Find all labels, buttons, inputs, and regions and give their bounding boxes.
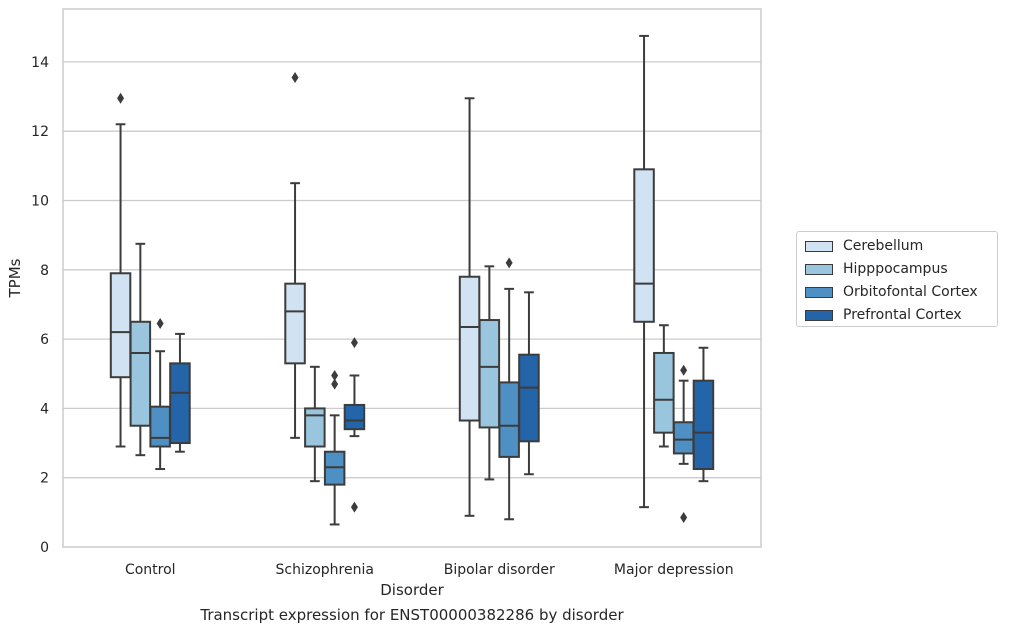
box-iqr [304, 407, 326, 448]
x-tick-label: Control [125, 562, 176, 578]
legend-swatch-prefrontal [805, 309, 833, 321]
outlier-point [331, 378, 339, 390]
box-iqr [672, 421, 695, 455]
box-iqr [284, 282, 306, 365]
box-iqr [458, 275, 481, 422]
y-axis-label: TPMs [6, 258, 24, 298]
x-tick-label: Schizophrenia [276, 562, 374, 578]
y-tick-label: 6 [40, 332, 49, 348]
box-iqr [518, 353, 540, 443]
legend-item-prefrontal: Prefrontal Cortex [805, 306, 962, 324]
box-iqr [149, 405, 171, 448]
box-iqr [343, 403, 366, 431]
legend: Cerebellum Hipppocampus Orbitofontal Cor… [796, 231, 998, 327]
legend-label-orbitofrontal: Orbitofontal Cortex [843, 284, 978, 300]
box-iqr [129, 320, 152, 427]
outlier-point [331, 369, 339, 381]
y-tick-labels: 0 2 4 6 8 10 12 14 [31, 55, 49, 556]
legend-swatch-orbitofrontal [805, 286, 833, 298]
box-iqr [478, 319, 501, 429]
outlier-point [350, 337, 358, 349]
legend-swatch-hippocampus [805, 263, 833, 275]
legend-item-orbitofrontal: Orbitofontal Cortex [805, 283, 978, 301]
y-tick-label: 4 [40, 401, 49, 417]
box-iqr [633, 168, 655, 323]
y-tick-label: 10 [31, 194, 49, 210]
legend-label-cerebellum: Cerebellum [843, 238, 924, 254]
box-iqr [692, 379, 715, 471]
legend-swatch-cerebellum [805, 240, 833, 252]
box-iqr [653, 351, 675, 434]
box-iqr [498, 381, 520, 458]
legend-item-hippocampus: Hipppocampus [805, 260, 948, 278]
outlier-point [117, 92, 125, 104]
box-iqr [109, 272, 132, 379]
outlier-point [291, 71, 299, 83]
outlier-point [505, 257, 513, 269]
x-tick-label: Bipolar disorder [444, 562, 555, 578]
outlier-point [680, 512, 688, 524]
y-tick-label: 8 [40, 263, 49, 279]
y-tick-label: 2 [40, 471, 49, 487]
x-tick-label: Major depression [614, 562, 734, 578]
figure-caption: Transcript expression for ENST0000038228… [200, 606, 624, 624]
outlier-point [156, 318, 164, 330]
y-tick-label: 14 [31, 55, 49, 71]
legend-item-cerebellum: Cerebellum [805, 237, 923, 255]
y-tick-label: 12 [31, 124, 49, 140]
x-axis-label: Disorder [380, 581, 444, 599]
outlier-point [350, 501, 358, 513]
box-groups [109, 34, 715, 526]
legend-label-hippocampus: Hipppocampus [843, 261, 948, 277]
x-tick-labels: Control Schizophrenia Bipolar disorder Majo… [125, 562, 734, 578]
legend-label-prefrontal: Prefrontal Cortex [843, 307, 962, 323]
outlier-point [680, 364, 688, 376]
plot-area [62, 8, 762, 548]
y-tick-label: 0 [40, 540, 49, 556]
box-iqr [169, 362, 191, 445]
